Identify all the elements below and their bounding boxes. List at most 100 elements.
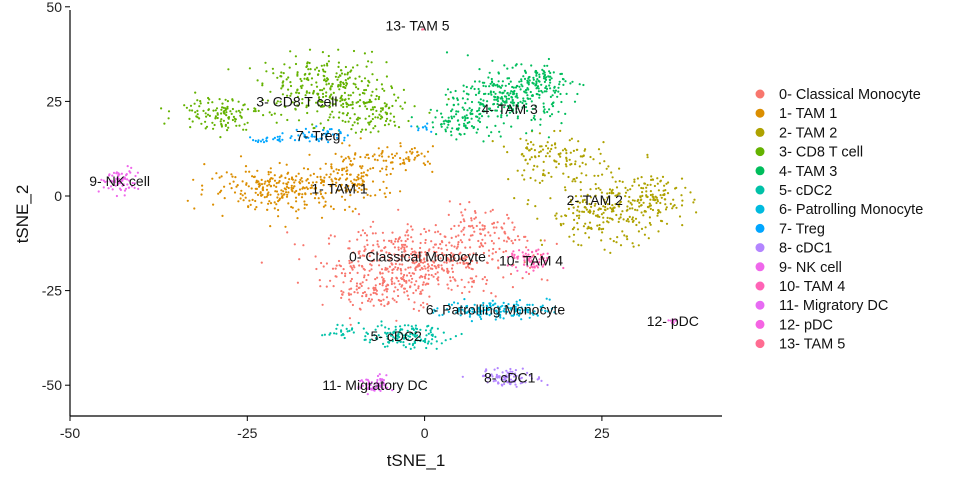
cell-point: [407, 338, 410, 341]
cell-point: [270, 113, 273, 116]
cell-point: [432, 126, 435, 129]
cell-point: [335, 327, 338, 330]
cell-point: [247, 205, 250, 208]
cell-point: [600, 228, 603, 231]
cell-point: [641, 191, 644, 194]
cell-point: [370, 387, 373, 390]
cell-point: [337, 168, 340, 172]
cell-point: [398, 236, 401, 239]
cell-point: [494, 92, 497, 95]
cell-point: [331, 97, 334, 100]
cell-point: [522, 97, 525, 100]
cell-point: [494, 84, 497, 87]
cell-point: [523, 261, 526, 264]
cell-point: [362, 175, 365, 178]
legend-item-10: 10- TAM 4: [755, 279, 845, 295]
cell-point: [372, 291, 375, 295]
cell-point: [572, 149, 576, 152]
cell-point: [382, 298, 385, 301]
cell-point: [324, 95, 328, 98]
cell-point: [640, 211, 643, 214]
cell-point: [669, 202, 672, 205]
cell-point: [264, 61, 267, 64]
cell-point: [491, 252, 494, 255]
cell-point: [364, 128, 367, 131]
cell-point: [602, 211, 605, 214]
cell-point: [565, 165, 568, 168]
cell-point: [523, 69, 527, 72]
cell-point: [430, 240, 433, 243]
cell-point: [639, 204, 643, 207]
cell-point: [361, 128, 364, 131]
cell-point: [201, 184, 204, 187]
cell-point: [284, 225, 287, 228]
cell-point: [521, 106, 524, 109]
cell-point: [390, 262, 393, 265]
cell-point: [418, 276, 421, 279]
cell-point: [324, 200, 327, 203]
cell-point: [357, 252, 361, 255]
cell-point: [526, 371, 529, 374]
cell-point: [538, 261, 541, 264]
cell-point: [416, 334, 419, 337]
cell-point: [578, 210, 581, 213]
cell-point: [569, 151, 572, 154]
cell-point: [276, 76, 279, 79]
cell-point: [185, 106, 188, 109]
cell-point: [348, 298, 351, 301]
cell-point: [320, 181, 323, 185]
cell-point: [439, 243, 442, 246]
cell-point: [381, 284, 384, 287]
cell-point: [280, 87, 283, 90]
cell-point: [562, 222, 565, 225]
cell-point: [494, 318, 497, 321]
cell-point: [518, 238, 521, 241]
cell-point: [501, 97, 504, 100]
cell-point: [361, 229, 364, 232]
cell-point: [349, 300, 352, 303]
cell-point: [236, 184, 239, 187]
cell-point: [639, 196, 642, 199]
cell-point: [395, 319, 398, 322]
cell-point: [493, 368, 496, 371]
cell-point: [368, 255, 371, 258]
cell-point: [421, 283, 424, 286]
cell-point: [297, 104, 300, 107]
cell-point: [485, 368, 488, 371]
cell-point: [545, 144, 548, 147]
cell-point: [550, 103, 554, 106]
cell-point: [526, 239, 529, 242]
legend-item-2: 2- TAM 2: [755, 125, 837, 141]
cell-point: [509, 106, 512, 109]
cell-point: [221, 214, 224, 217]
cell-point: [500, 96, 503, 99]
cell-point: [523, 169, 526, 172]
cell-point: [400, 243, 404, 246]
cell-point: [364, 335, 367, 338]
cell-point: [348, 240, 351, 243]
cell-point: [461, 106, 464, 109]
cell-point: [496, 85, 499, 88]
cell-point: [533, 310, 536, 313]
cell-point: [361, 91, 364, 95]
cell-point: [351, 268, 354, 271]
cell-point: [102, 179, 105, 182]
cell-point: [518, 249, 521, 252]
cell-point: [351, 103, 354, 106]
cell-point: [521, 101, 524, 105]
cell-point: [398, 336, 401, 339]
cell-point: [384, 266, 387, 270]
cell-point: [246, 121, 249, 124]
cell-point: [286, 183, 289, 186]
cell-point: [403, 279, 406, 283]
cell-point: [376, 381, 379, 384]
cell-point: [305, 90, 308, 93]
cell-point: [659, 201, 662, 205]
cell-point: [267, 202, 270, 205]
cell-point: [518, 299, 522, 302]
cell-point: [321, 51, 324, 54]
cell-point: [300, 196, 304, 199]
cell-point: [610, 210, 614, 213]
cell-point: [277, 181, 280, 184]
cell-point: [333, 235, 336, 238]
